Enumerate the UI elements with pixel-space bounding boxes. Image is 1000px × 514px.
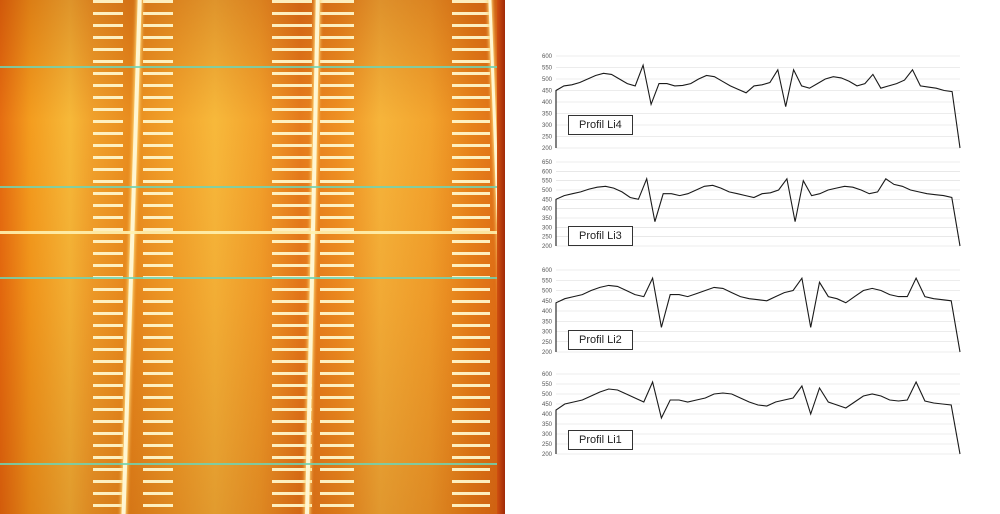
profile-line-li4 bbox=[0, 66, 505, 68]
y-tick-label: 500 bbox=[542, 392, 553, 398]
y-tick-label: 200 bbox=[542, 350, 553, 356]
y-tick-label: 200 bbox=[542, 146, 553, 152]
y-tick-label: 600 bbox=[542, 54, 553, 60]
y-tick-label: 600 bbox=[542, 268, 553, 274]
y-tick-label: 250 bbox=[542, 135, 553, 141]
finger-stripes-4 bbox=[320, 0, 354, 514]
y-tick-label: 350 bbox=[542, 112, 553, 118]
profile-panel-li4: 600 550 500 450 400 350 300 250 200 Profil Li4 bbox=[520, 50, 990, 152]
profile-label-li4: Profil Li4 bbox=[568, 115, 633, 135]
y-tick-label: 450 bbox=[542, 299, 553, 305]
y-tick-label: 300 bbox=[542, 225, 553, 231]
y-tick-label: 400 bbox=[542, 309, 553, 315]
y-tick-label: 450 bbox=[542, 402, 553, 408]
profile-line bbox=[555, 276, 961, 353]
y-tick-label: 500 bbox=[542, 188, 553, 194]
hot-line bbox=[0, 231, 505, 234]
profile-line-li2 bbox=[0, 277, 505, 279]
thermal-edge bbox=[497, 0, 505, 514]
finger-stripes-2 bbox=[143, 0, 173, 514]
finger-stripes-3 bbox=[272, 0, 312, 514]
profile-label-li1: Profil Li1 bbox=[568, 430, 633, 450]
y-tick-label: 550 bbox=[542, 278, 553, 284]
profile-label-li2: Profil Li2 bbox=[568, 330, 633, 350]
y-tick-label: 350 bbox=[542, 422, 553, 428]
y-tick-label: 450 bbox=[542, 197, 553, 203]
y-tick-label: 250 bbox=[542, 442, 553, 448]
thermal-image bbox=[0, 0, 505, 514]
y-tick-label: 250 bbox=[542, 340, 553, 346]
profile-line-li1 bbox=[0, 463, 505, 465]
profile-chart-li2: 600 550 500 450 400 350 300 250 200 bbox=[542, 268, 961, 356]
y-tick-label: 500 bbox=[542, 77, 553, 83]
y-tick-label: 300 bbox=[542, 330, 553, 336]
profile-panel-li2: 600 550 500 450 400 350 300 250 200 Profil Li2 bbox=[520, 264, 990, 356]
y-tick-label: 650 bbox=[542, 160, 553, 166]
y-tick-label: 400 bbox=[542, 207, 553, 213]
y-tick-label: 350 bbox=[542, 216, 553, 222]
profile-panel-li3: 650 600 550 500 450 400 350 300 250 200 Profil Li… bbox=[520, 156, 990, 250]
y-tick-label: 200 bbox=[542, 244, 553, 250]
y-tick-label: 400 bbox=[542, 412, 553, 418]
y-tick-label: 250 bbox=[542, 235, 553, 241]
y-tick-label: 550 bbox=[542, 66, 553, 72]
y-tick-label: 500 bbox=[542, 289, 553, 295]
y-tick-label: 300 bbox=[542, 432, 553, 438]
profile-line bbox=[555, 63, 961, 149]
y-tick-label: 450 bbox=[542, 89, 553, 95]
profile-label-li3: Profil Li3 bbox=[568, 226, 633, 246]
y-tick-label: 550 bbox=[542, 382, 553, 388]
y-tick-label: 550 bbox=[542, 179, 553, 185]
profile-line bbox=[555, 176, 961, 247]
y-tick-label: 350 bbox=[542, 319, 553, 325]
y-tick-label: 600 bbox=[542, 169, 553, 175]
profile-line bbox=[555, 380, 961, 455]
profile-line-li3 bbox=[0, 186, 505, 188]
finger-stripes-5 bbox=[452, 0, 490, 514]
y-tick-label: 200 bbox=[542, 452, 553, 458]
profile-chart-li4: 600 550 500 450 400 350 300 250 200 bbox=[542, 54, 961, 152]
y-tick-label: 400 bbox=[542, 100, 553, 106]
finger-stripes-1 bbox=[93, 0, 123, 514]
profile-panel-li1: 600 550 500 450 400 350 300 250 200 Profil Li1 bbox=[520, 368, 990, 458]
y-tick-label: 600 bbox=[542, 372, 553, 378]
y-tick-label: 300 bbox=[542, 123, 553, 129]
thermal-shading bbox=[0, 0, 505, 514]
